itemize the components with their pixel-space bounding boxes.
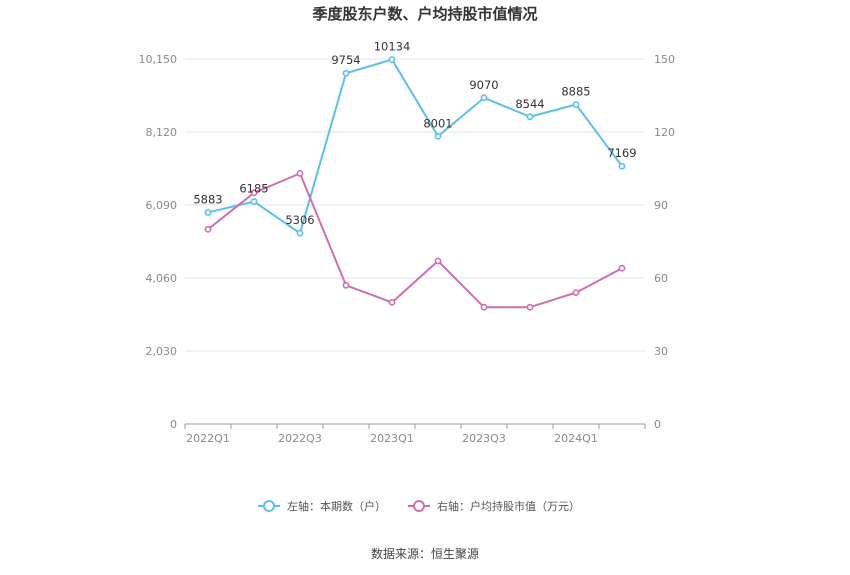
legend-swatch-marker xyxy=(413,500,425,512)
y-right-tick-label: 60 xyxy=(654,272,668,285)
data-label: 6185 xyxy=(239,182,268,196)
data-label: 7169 xyxy=(607,146,636,160)
series-1-point xyxy=(526,113,534,121)
data-label: 9754 xyxy=(331,53,360,67)
data-label: 5306 xyxy=(285,213,314,227)
y-right-tick-label: 0 xyxy=(654,418,661,431)
x-tick-label: 2022Q1 xyxy=(186,432,230,445)
series-2-point xyxy=(296,169,304,177)
series-2-point xyxy=(250,189,258,197)
series-line-2 xyxy=(207,172,623,309)
legend[interactable]: 左轴：本期数（户） 右轴：户均持股市值（万元） xyxy=(258,499,580,513)
data-label: 5883 xyxy=(193,192,222,206)
x-tick-label: 2023Q3 xyxy=(462,432,506,445)
y-left-tick-label: 0 xyxy=(170,418,177,431)
series-1-point xyxy=(572,101,580,108)
source-note: 数据来源：恒生聚源 xyxy=(371,546,479,561)
y-left-tick-label: 10,150 xyxy=(139,53,178,66)
series-2-point xyxy=(204,225,212,233)
series-1-point xyxy=(388,56,396,63)
series-2-point xyxy=(342,281,350,289)
series-1-point xyxy=(480,94,488,102)
series-1-point xyxy=(250,198,258,205)
series-1-point xyxy=(204,209,212,216)
data-label: 10134 xyxy=(374,40,411,54)
series-2-point xyxy=(388,298,396,306)
series-2-point xyxy=(572,289,580,296)
series-1-point xyxy=(342,69,350,77)
series-1-point xyxy=(296,229,304,237)
data-label: 8885 xyxy=(561,84,590,98)
series-layer xyxy=(204,56,626,311)
series-2-point xyxy=(618,264,626,272)
y-left-tick-label: 2,030 xyxy=(146,345,178,358)
grid-lines xyxy=(185,58,645,352)
data-label: 9070 xyxy=(469,78,498,92)
y-left-tick-label: 6,090 xyxy=(146,199,178,212)
x-tick-label: 2022Q3 xyxy=(278,432,322,445)
y-right-tick-label: 90 xyxy=(654,199,668,212)
y-right-tick-label: 150 xyxy=(654,53,675,66)
series-1-point xyxy=(434,132,442,140)
y-right-tick-label: 120 xyxy=(654,126,675,139)
series-2-point xyxy=(526,303,534,311)
y-left-tick-label: 4,060 xyxy=(146,272,178,285)
axes: 0 0 2,030 30 4,060 60 6,090 90 8,120 120 10,150 150… xyxy=(139,53,676,445)
legend-label: 左轴：本期数（户） xyxy=(287,499,386,513)
legend-swatch-marker xyxy=(263,500,275,512)
legend-item-2[interactable]: 右轴：户均持股市值（万元） xyxy=(408,499,580,513)
series-1-point xyxy=(618,162,626,170)
x-tick-label: 2024Q1 xyxy=(554,432,598,445)
data-label: 8544 xyxy=(515,97,544,111)
data-labels: 5883 6185 5306 9754 10134 8001 9070 8544 8885 716… xyxy=(193,40,636,228)
legend-label: 右轴：户均持股市值（万元） xyxy=(437,499,580,513)
y-left-tick-label: 8,120 xyxy=(146,126,178,139)
chart-title: 季度股东户数、户均持股市值情况 xyxy=(312,5,537,23)
series-2-point xyxy=(434,257,442,265)
series-line-1 xyxy=(207,58,623,235)
data-label: 8001 xyxy=(423,116,452,130)
y-right-tick-label: 30 xyxy=(654,345,668,358)
legend-item-1[interactable]: 左轴：本期数（户） xyxy=(258,499,386,513)
series-2-point xyxy=(480,303,488,311)
x-tick-label: 2023Q1 xyxy=(370,432,414,445)
